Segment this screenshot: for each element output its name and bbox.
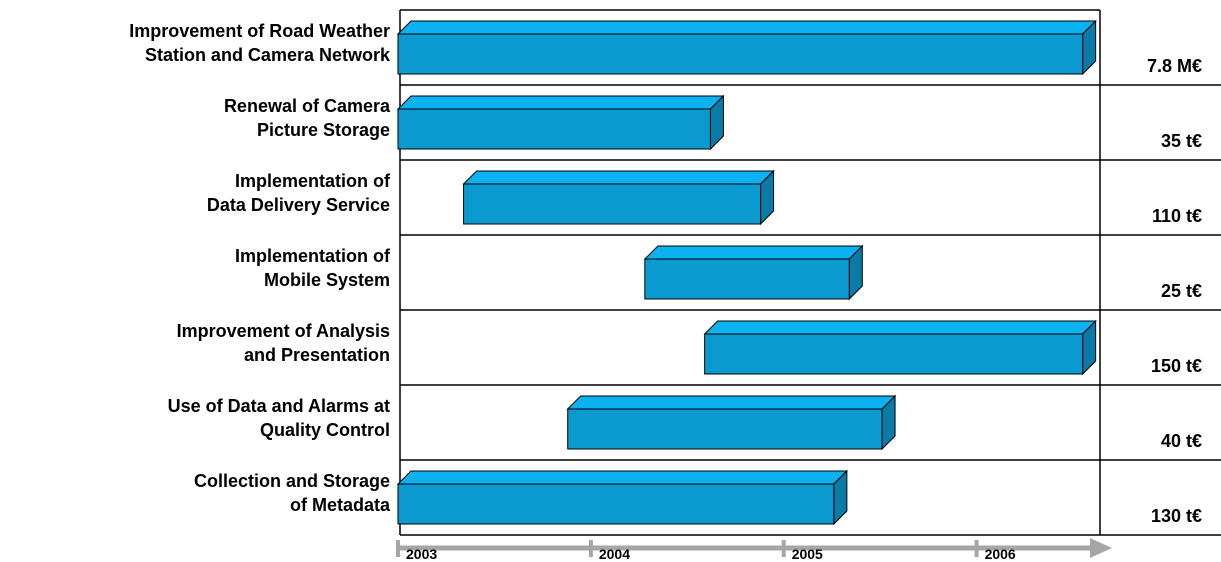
task-label: Collection and Storage (194, 471, 390, 491)
task-label: Station and Camera Network (145, 45, 391, 65)
cost-label: 7.8 M€ (1147, 56, 1202, 76)
bar (397, 483, 835, 525)
bar (704, 333, 1084, 375)
cost-label: 110 t€ (1152, 206, 1202, 226)
task-label: Improvement of Analysis (177, 321, 390, 341)
axis-arrow (1090, 538, 1112, 558)
cost-label: 150 t€ (1151, 356, 1202, 376)
bar (397, 108, 711, 150)
task-label: Picture Storage (257, 120, 390, 140)
task-label: Renewal of Camera (224, 96, 391, 116)
bar (397, 33, 1084, 75)
bar-top (396, 470, 849, 485)
task-label: Quality Control (260, 420, 390, 440)
cost-label: 130 t€ (1151, 506, 1202, 526)
task-label: Improvement of Road Weather (129, 21, 390, 41)
x-tick-label: 2003 (406, 546, 437, 562)
bar (567, 408, 883, 450)
bar-top (396, 95, 725, 110)
x-tick-label: 2004 (599, 546, 630, 562)
task-label: Implementation of (235, 171, 391, 191)
cost-label: 40 t€ (1161, 431, 1202, 451)
bar-top (643, 245, 864, 260)
task-label: of Metadata (290, 495, 391, 515)
task-label: Data Delivery Service (207, 195, 390, 215)
bar-top (703, 320, 1097, 335)
bar (644, 258, 850, 300)
bar-top (566, 395, 897, 410)
cost-label: 25 t€ (1161, 281, 1202, 301)
task-label: and Presentation (244, 345, 390, 365)
x-tick-label: 2005 (792, 546, 823, 562)
task-label: Implementation of (235, 246, 391, 266)
task-label: Use of Data and Alarms at (168, 396, 390, 416)
cost-label: 35 t€ (1161, 131, 1202, 151)
bar (463, 183, 762, 225)
task-label: Mobile System (264, 270, 390, 290)
x-tick-label: 2006 (985, 546, 1016, 562)
bar-top (396, 20, 1097, 35)
bar-top (462, 170, 775, 185)
